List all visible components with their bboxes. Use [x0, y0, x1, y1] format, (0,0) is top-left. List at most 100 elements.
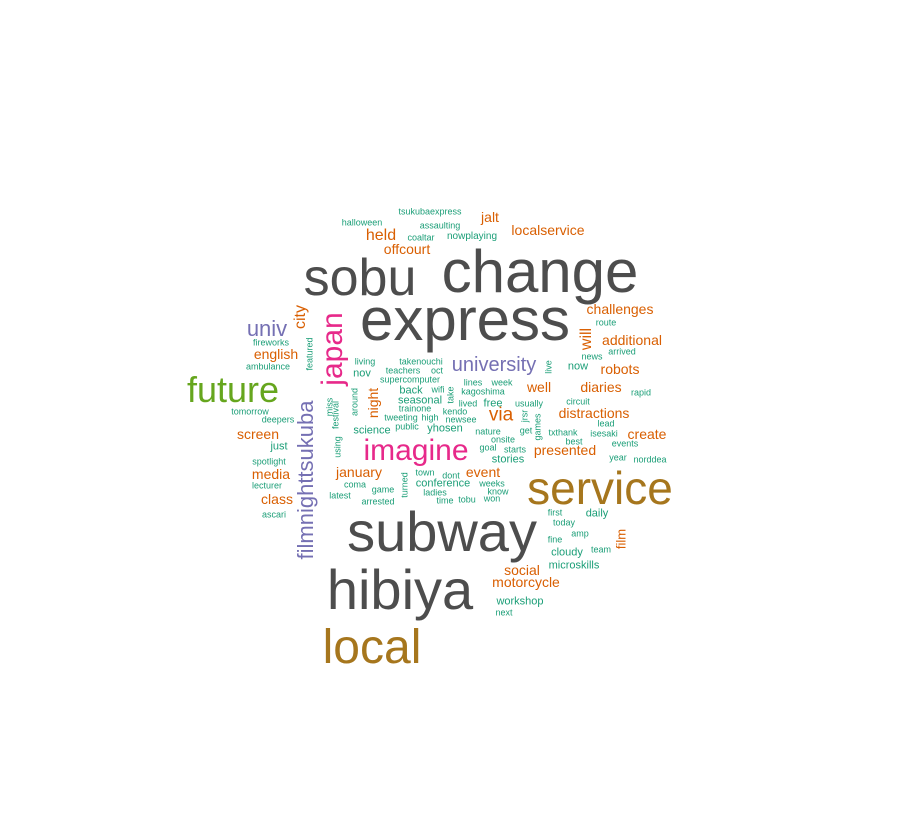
cloud-word-lines: lines [463, 377, 483, 388]
cloud-word-distractions: distractions [558, 405, 630, 421]
cloud-word-free: free [483, 397, 503, 410]
cloud-word-stories: stories [491, 453, 525, 466]
cloud-word-around: around [349, 387, 360, 417]
cloud-word-diaries: diaries [580, 379, 622, 395]
cloud-word-town: town [415, 467, 435, 478]
cloud-word-game: game [371, 484, 395, 495]
cloud-word-presented: presented [533, 442, 597, 458]
cloud-word-fine: fine [547, 534, 563, 545]
cloud-word-future: future [186, 369, 280, 410]
cloud-word-univ: univ [246, 316, 288, 341]
cloud-word-express: express [359, 286, 571, 353]
cloud-word-change: change [441, 238, 639, 305]
cloud-word-onsite: onsite [490, 434, 516, 445]
cloud-word-supercomputer: supercomputer [379, 374, 441, 385]
cloud-word-turned: turned [399, 472, 410, 498]
cloud-word-subway: subway [347, 500, 537, 563]
cloud-word-living: living [354, 356, 376, 367]
cloud-word-norddea: norddea [633, 454, 667, 465]
cloud-word-lecturer: lecturer [251, 480, 283, 491]
cloud-word-screen: screen [236, 426, 280, 442]
cloud-word-sobu: sobu [303, 249, 417, 307]
cloud-word-halloween: halloween [341, 217, 383, 228]
cloud-word-via: via [488, 404, 514, 426]
cloud-word-arrived: arrived [608, 346, 636, 357]
cloud-word-localservice: localservice [511, 222, 585, 238]
cloud-word-time: time [436, 495, 454, 506]
cloud-word-held: held [365, 227, 397, 244]
cloud-word-circuit: circuit [566, 396, 590, 407]
cloud-word-best: best [565, 436, 583, 447]
cloud-word-spotlight: spotlight [252, 456, 286, 467]
cloud-word-year: year [609, 452, 627, 463]
cloud-word-arrested: arrested [361, 496, 395, 507]
cloud-word-event: event [465, 464, 501, 480]
cloud-word-goal: goal [479, 442, 497, 453]
cloud-word-know: know [487, 486, 509, 497]
cloud-word-microskills: microskills [548, 559, 600, 572]
cloud-word-will: will [578, 327, 595, 351]
cloud-word-challenges: challenges [586, 301, 654, 317]
cloud-word-tobu: tobu [458, 494, 476, 505]
cloud-word-teachers: teachers [385, 365, 421, 376]
cloud-word-seasonal: seasonal [397, 394, 443, 407]
cloud-word-public: public [395, 421, 419, 432]
cloud-word-week: week [491, 377, 513, 388]
cloud-word-cloudy: cloudy [551, 546, 583, 559]
cloud-word-team: team [590, 544, 612, 555]
cloud-word-ascari: ascari [261, 509, 287, 520]
cloud-word-jalt: jalt [481, 209, 499, 225]
cloud-word-now: now [567, 360, 589, 373]
cloud-word-well: well [526, 379, 552, 395]
cloud-word-jrsr: jrsr [519, 409, 530, 423]
cloud-word-kendo: kendo [442, 406, 468, 417]
cloud-word-trainone: trainone [398, 403, 432, 414]
cloud-word-additional: additional [602, 332, 662, 348]
cloud-word-service: service [527, 462, 673, 514]
cloud-word-lived: lived [458, 398, 478, 409]
cloud-word-hibiya: hibiya [326, 558, 474, 621]
cloud-word-usually: usually [514, 398, 544, 409]
cloud-word-yhosen: yhosen [427, 422, 463, 435]
cloud-word-class: class [261, 491, 293, 507]
cloud-word-high: high [421, 412, 439, 423]
cloud-word-filmnighttsukuba: filmnighttsukuba [293, 400, 318, 560]
cloud-word-local: local [322, 621, 422, 674]
cloud-word-today: today [552, 517, 576, 528]
cloud-word-using: using [332, 436, 343, 458]
cloud-word-city: city [292, 305, 309, 329]
cloud-word-amp: amp [571, 528, 589, 539]
cloud-word-january: january [336, 464, 382, 480]
cloud-word-university: university [451, 354, 537, 376]
cloud-word-offcourt: offcourt [383, 241, 431, 257]
cloud-word-wifi: wifi [431, 384, 445, 395]
cloud-word-games: games [532, 413, 543, 441]
cloud-word-nowplaying: nowplaying [446, 231, 498, 242]
cloud-word-nature: nature [475, 426, 501, 437]
cloud-word-coaltar: coaltar [407, 232, 435, 243]
cloud-word-get: get [519, 425, 533, 436]
cloud-word-film: film [613, 528, 629, 550]
cloud-word-next: next [495, 607, 513, 618]
cloud-word-daily: daily [585, 507, 609, 520]
cloud-word-lead: lead [597, 418, 615, 429]
cloud-word-route: route [595, 317, 617, 328]
cloud-word-weeks: weeks [479, 478, 505, 489]
cloud-word-oct: oct [430, 365, 444, 376]
cloud-word-imagine: imagine [363, 434, 469, 467]
cloud-word-night: night [365, 387, 381, 419]
cloud-word-fireworks: fireworks [252, 337, 290, 348]
cloud-word-news: news [581, 351, 603, 362]
cloud-word-tomorrow: tomorrow [231, 406, 269, 417]
cloud-word-create: create [627, 426, 667, 442]
cloud-word-kagoshima: kagoshima [461, 386, 505, 397]
cloud-word-ladies: ladies [423, 487, 447, 498]
cloud-word-motorcycle: motorcycle [492, 574, 560, 590]
cloud-word-tweeting: tweeting [384, 412, 418, 423]
cloud-word-media: media [251, 466, 291, 482]
cloud-word-isesaki: isesaki [590, 428, 618, 439]
cloud-word-take: take [445, 386, 456, 404]
cloud-word-live: live [543, 360, 554, 374]
cloud-word-dont: dont [442, 470, 460, 481]
cloud-word-newsee: newsee [445, 414, 477, 425]
